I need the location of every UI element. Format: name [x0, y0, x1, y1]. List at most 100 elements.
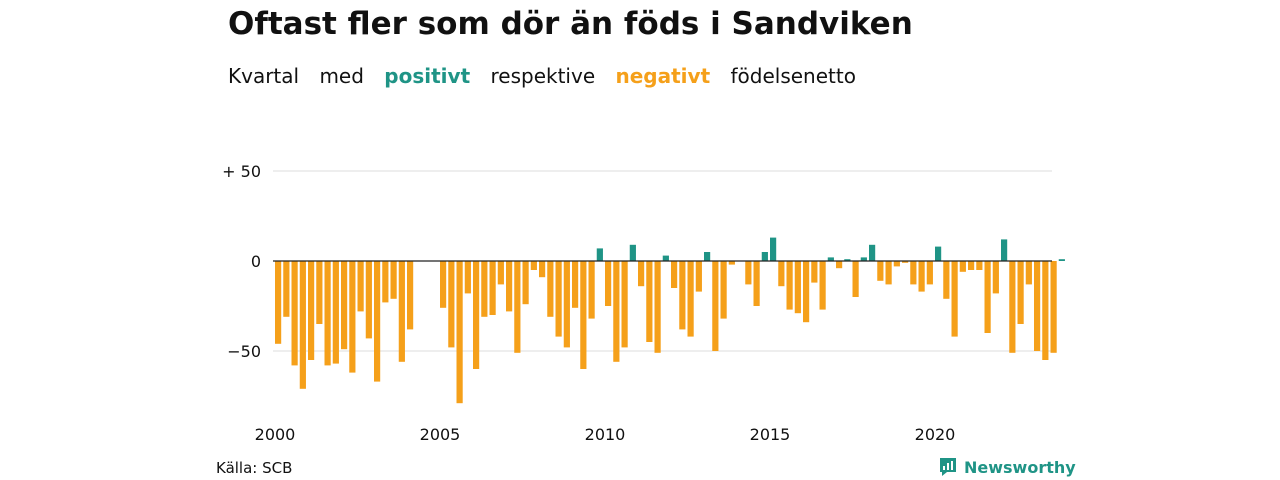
bar: [1001, 239, 1008, 261]
legend-negative: negativt: [615, 64, 711, 88]
bar: [728, 261, 735, 265]
bar: [530, 261, 537, 270]
bar: [852, 261, 859, 297]
bar: [918, 261, 925, 292]
newsworthy-icon: [940, 458, 956, 476]
y-tick-label: 0: [251, 252, 261, 271]
bar: [1058, 259, 1065, 261]
bar: [819, 261, 826, 310]
bar: [481, 261, 488, 317]
x-tick-label: 2020: [915, 425, 956, 444]
bar: [885, 261, 892, 285]
chart-title: Oftast fler som dör än föds i Sandviken: [228, 6, 913, 42]
brand-logo: Newsworthy: [938, 456, 1076, 478]
legend-positive: positivt: [384, 64, 471, 88]
bar: [382, 261, 389, 303]
bar: [572, 261, 579, 308]
bar: [902, 261, 909, 263]
bar: [778, 261, 785, 287]
y-tick-label: + 50: [222, 162, 261, 181]
bar: [390, 261, 397, 299]
bar: [745, 261, 752, 285]
bar: [448, 261, 455, 348]
bar: [506, 261, 513, 312]
bar: [926, 261, 933, 285]
bar: [629, 244, 636, 261]
bar: [786, 261, 793, 310]
bar: [596, 248, 603, 261]
bar: [1034, 261, 1041, 351]
brand-name: Newsworthy: [964, 457, 1076, 477]
bar: [1050, 261, 1057, 353]
x-tick-label: 2000: [255, 425, 296, 444]
bar: [695, 261, 702, 292]
bar: [291, 261, 298, 366]
bar: [893, 261, 900, 267]
bar: [522, 261, 529, 305]
bar: [687, 261, 694, 337]
bar: [398, 261, 405, 362]
bar: [827, 257, 834, 261]
bar: [357, 261, 364, 312]
subtitle-word: Kvartal: [228, 64, 300, 88]
bar: [464, 261, 471, 294]
bar: [1017, 261, 1024, 324]
bar: [943, 261, 950, 299]
bar: [283, 261, 290, 317]
bar: [753, 261, 760, 306]
bar: [407, 261, 414, 330]
bar: [935, 246, 942, 261]
subtitle-word: respektive: [490, 64, 596, 88]
bar: [473, 261, 480, 369]
bar: [580, 261, 587, 369]
bar: [605, 261, 612, 306]
bar: [654, 261, 661, 353]
bar: [877, 261, 884, 281]
bar: [712, 261, 719, 351]
bar: [869, 244, 876, 261]
bar: [365, 261, 372, 339]
bar: [638, 261, 645, 287]
bar: [316, 261, 323, 324]
bar: [704, 252, 711, 261]
bar: [794, 261, 801, 314]
bar: [588, 261, 595, 319]
bar: [836, 261, 843, 269]
y-tick-label: −50: [227, 342, 261, 361]
chart-subtitle: Kvartal med positivt respektive negativt…: [228, 64, 870, 88]
bar: [860, 257, 867, 261]
bar: [349, 261, 356, 373]
bar: [497, 261, 504, 285]
bar: [489, 261, 496, 315]
bar: [910, 261, 917, 285]
bar: [803, 261, 810, 323]
bar: [1025, 261, 1032, 285]
bar: [514, 261, 521, 353]
bar: [299, 261, 306, 389]
bar: [679, 261, 686, 330]
bar: [984, 261, 991, 333]
bar: [613, 261, 620, 362]
bar: [547, 261, 554, 317]
bar: [968, 261, 975, 270]
bar: [844, 259, 851, 261]
bar: [456, 261, 463, 404]
bar: [646, 261, 653, 342]
subtitle-word: med: [319, 64, 364, 88]
bar: [662, 255, 669, 261]
bar: [1009, 261, 1016, 353]
bar: [374, 261, 381, 382]
bar: [555, 261, 562, 337]
bar: [275, 261, 282, 344]
bar: [308, 261, 315, 360]
bar: [324, 261, 331, 366]
bar: [976, 261, 983, 270]
bar: [770, 237, 777, 261]
bar: [341, 261, 348, 350]
bar: [1042, 261, 1049, 360]
x-tick-label: 2005: [420, 425, 461, 444]
bar: [440, 261, 447, 308]
bar: [539, 261, 546, 278]
bar: [951, 261, 958, 337]
